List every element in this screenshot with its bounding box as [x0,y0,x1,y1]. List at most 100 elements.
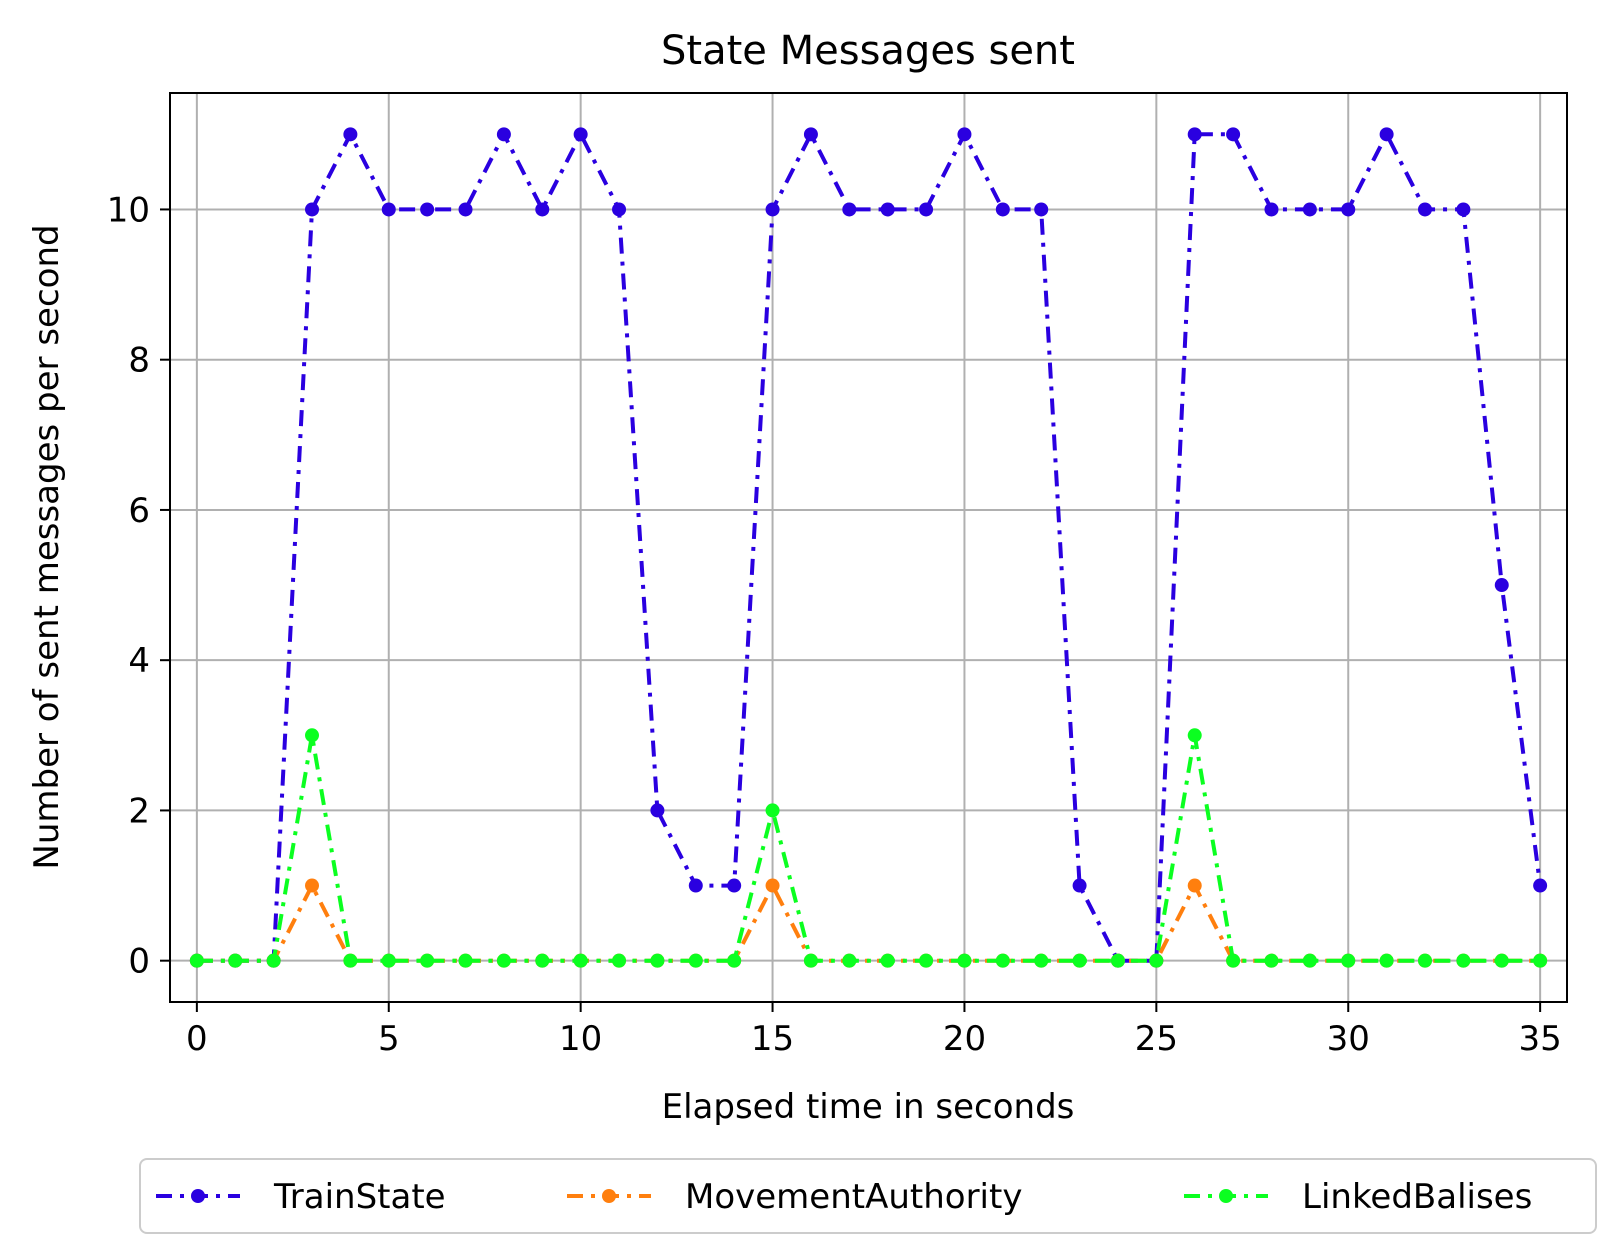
data-point-linked-balises [189,953,204,968]
x-tick-label: 10 [559,1019,602,1059]
data-point-linked-balises [995,953,1010,968]
data-point-linked-balises [880,953,895,968]
x-axis-label: Elapsed time in seconds [662,1087,1075,1127]
data-point-train-state [1417,202,1432,217]
data-point-linked-balises [765,803,780,818]
data-point-train-state [995,202,1010,217]
x-tick-label: 0 [186,1019,208,1059]
data-point-movement-authority [765,878,780,893]
x-tick-label: 30 [1327,1019,1370,1059]
data-point-linked-balises [420,953,435,968]
data-point-train-state [343,127,358,142]
legend-frame [139,1158,1597,1234]
data-point-train-state [765,202,780,217]
data-point-train-state [381,202,396,217]
legend-marker-train-state [191,1189,205,1203]
data-point-linked-balises [727,953,742,968]
y-tick-label: 0 [128,942,150,982]
data-point-train-state [1187,127,1202,142]
legend-marker-movement-authority [602,1189,616,1203]
data-point-linked-balises [1494,953,1509,968]
data-point-linked-balises [343,953,358,968]
data-point-train-state [612,202,627,217]
data-point-linked-balises [1417,953,1432,968]
data-point-linked-balises [1302,953,1317,968]
data-point-train-state [688,878,703,893]
data-point-train-state [1226,127,1241,142]
data-point-linked-balises [1110,953,1125,968]
data-point-linked-balises [1149,953,1164,968]
data-point-linked-balises [957,953,972,968]
data-point-train-state [420,202,435,217]
data-point-linked-balises [1187,728,1202,743]
data-point-train-state [1379,127,1394,142]
data-point-train-state [1533,878,1548,893]
series-linked-balises [189,728,1548,968]
data-point-linked-balises [919,953,934,968]
data-point-linked-balises [612,953,627,968]
data-point-linked-balises [1072,953,1087,968]
data-point-train-state [458,202,473,217]
data-point-train-state [496,127,511,142]
data-point-train-state [535,202,550,217]
data-point-linked-balises [1034,953,1049,968]
legend-entry-linked-balises: LinkedBalises [1184,1177,1532,1217]
legend-label-linked-balises: LinkedBalises [1302,1177,1532,1217]
data-point-train-state [727,878,742,893]
data-point-linked-balises [305,728,320,743]
y-tick-label: 8 [128,341,150,381]
legend-label-train-state: TrainState [273,1177,446,1217]
data-point-linked-balises [1379,953,1394,968]
data-point-train-state [1494,578,1509,593]
y-tick-label: 2 [128,791,150,831]
series-line-train-state [196,132,1543,963]
data-point-linked-balises [803,953,818,968]
x-tick-label: 25 [1135,1019,1178,1059]
data-point-train-state [305,202,320,217]
data-point-linked-balises [1456,953,1471,968]
data-point-linked-balises [573,953,588,968]
x-tick-label: 15 [751,1019,794,1059]
data-point-linked-balises [842,953,857,968]
data-point-linked-balises [1264,953,1279,968]
data-point-train-state [957,127,972,142]
data-point-train-state [1072,878,1087,893]
y-tick-label: 4 [128,641,150,681]
data-point-train-state [1034,202,1049,217]
data-point-train-state [1264,202,1279,217]
legend-entry-movement-authority: MovementAuthority [567,1177,1022,1217]
legend-entry-train-state: TrainState [156,1177,446,1217]
legend: TrainState MovementAuthority LinkedBalises [139,1158,1597,1234]
x-tick-label: 5 [378,1019,400,1059]
data-point-linked-balises [458,953,473,968]
data-point-train-state [842,202,857,217]
data-point-linked-balises [266,953,281,968]
data-point-linked-balises [650,953,665,968]
data-point-train-state [1302,202,1317,217]
y-axis-label: Number of sent messages per second [27,224,67,869]
data-point-train-state [803,127,818,142]
data-point-linked-balises [1533,953,1548,968]
data-point-movement-authority [1187,878,1202,893]
legend-marker-linked-balises [1219,1189,1233,1203]
data-point-linked-balises [1226,953,1241,968]
data-point-linked-balises [228,953,243,968]
data-point-linked-balises [1341,953,1356,968]
x-tick-label: 35 [1519,1019,1562,1059]
data-point-train-state [650,803,665,818]
x-tick-label: 20 [943,1019,986,1059]
data-point-train-state [880,202,895,217]
data-point-linked-balises [535,953,550,968]
data-point-train-state [919,202,934,217]
series-train-state [189,127,1548,968]
y-tick-label: 10 [107,190,150,230]
data-point-movement-authority [305,878,320,893]
y-tick-label: 6 [128,491,150,531]
data-point-train-state [1341,202,1356,217]
data-point-train-state [1456,202,1471,217]
chart-title: State Messages sent [661,28,1075,74]
legend-label-movement-authority: MovementAuthority [685,1177,1022,1217]
data-point-train-state [573,127,588,142]
